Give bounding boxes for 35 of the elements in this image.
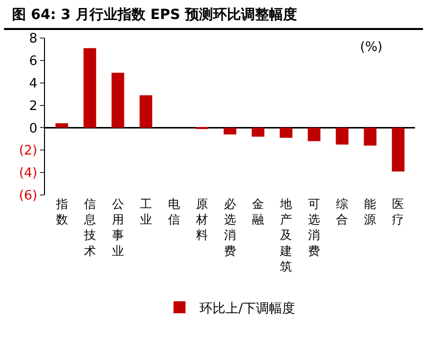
bar — [56, 123, 68, 128]
legend-label: 环比上/下调幅度 — [200, 300, 295, 316]
bar — [280, 128, 292, 138]
x-tick-label: 原材料 — [194, 197, 208, 242]
y-tick-label: 0 — [29, 121, 38, 136]
x-tick-label: 必选消费 — [224, 197, 236, 258]
x-tick-label: 工业 — [140, 197, 152, 227]
y-tick-label: (4) — [18, 166, 38, 182]
x-tick-label: 公用事业 — [112, 197, 124, 258]
bar — [364, 128, 376, 146]
bar — [224, 128, 236, 134]
y-axis-title: (%) — [360, 40, 382, 55]
y-tick-label: 8 — [29, 32, 38, 47]
bar — [252, 128, 264, 137]
bar — [392, 128, 404, 172]
x-tick-label: 地产及建筑 — [279, 197, 292, 274]
bar — [308, 128, 320, 142]
bar — [336, 128, 348, 145]
x-tick-label: 金融 — [252, 197, 264, 227]
y-tick-label: 2 — [29, 98, 38, 114]
bar — [112, 72, 124, 128]
bar — [140, 95, 152, 128]
chart-title: 图 64: 3 月行业指数 EPS 预测环比调整幅度 — [4, 0, 423, 30]
x-tick-label: 电信 — [168, 197, 180, 227]
x-tick-label: 指数 — [54, 197, 68, 227]
x-tick-label: 综合 — [336, 197, 348, 227]
x-tick-label: 信息技术 — [82, 197, 96, 258]
x-tick-label: 可选消费 — [308, 197, 320, 258]
y-tick-label: 4 — [29, 76, 38, 92]
bar — [84, 48, 96, 128]
y-tick-label: 6 — [29, 54, 38, 69]
y-tick-label: (2) — [18, 144, 38, 159]
x-tick-label: 医疗 — [392, 197, 404, 227]
y-tick-label: (6) — [18, 188, 38, 204]
x-tick-label: 能源 — [364, 197, 376, 227]
